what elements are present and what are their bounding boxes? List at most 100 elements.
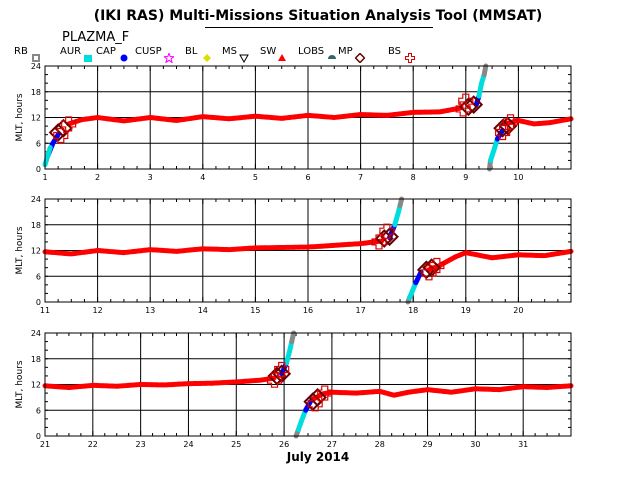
x-tick-label: 4	[200, 173, 205, 182]
x-tick-label: 25	[231, 440, 241, 449]
x-tick-label: 28	[375, 440, 385, 449]
x-tick-label: 18	[408, 306, 418, 315]
y-tick-label: 12	[31, 247, 41, 256]
legend-label-bs: BS	[388, 46, 402, 57]
series-aur-5	[476, 72, 487, 99]
legend-label-cap: CAP	[96, 46, 116, 57]
bs-boundary-marker	[502, 114, 519, 130]
legend-label-lobs: LOBS	[298, 46, 325, 57]
mp-boundary-marker	[498, 116, 518, 136]
x-tick-label: 7	[358, 173, 363, 182]
legend-label-sw: SW	[260, 46, 277, 57]
y-tick-label: 12	[31, 114, 41, 123]
x-tick-label: 12	[93, 306, 103, 315]
bs-boundary-marker	[274, 361, 290, 378]
series-rb-4	[397, 196, 405, 208]
legend-label-ms: MS	[222, 46, 237, 57]
y-tick-label: 18	[31, 221, 41, 230]
bs-boundary-marker	[421, 265, 437, 281]
y-tick-label: 0	[36, 298, 41, 307]
series-ms-1	[426, 248, 574, 273]
series-aur-3	[283, 339, 295, 366]
mp-boundary-marker	[308, 387, 327, 407]
chart-panel-3: 21 22 23 24 25 26 27 28 29 30 31 0 6 12 18 24 MLT, hours	[15, 329, 574, 449]
x-tick-label: 15	[250, 306, 260, 315]
bs-boundary-marker	[429, 257, 445, 274]
x-tick-label: 5	[253, 173, 258, 182]
x-tick-label: 30	[470, 440, 480, 449]
legend-ms-triangle-outline-icon	[238, 48, 249, 67]
y-tick-label: 0	[36, 165, 41, 174]
bs-boundary-marker	[266, 372, 283, 388]
x-tick-label: 20	[513, 306, 523, 315]
y-tick-label: 24	[31, 62, 41, 71]
y-tick-label: 18	[31, 355, 41, 364]
series-aur-3	[42, 145, 53, 168]
y-axis-label: MLT, hours	[15, 93, 25, 141]
bs-boundary-marker	[53, 127, 69, 144]
plot-frame	[44, 198, 572, 303]
bs-boundary-marker	[61, 116, 77, 132]
legend-bl-filled-diamond-icon	[202, 48, 212, 67]
y-tick-label: 18	[31, 88, 41, 97]
x-tick-label: 22	[88, 440, 98, 449]
bs-boundary-marker	[458, 93, 474, 109]
y-tick-label: 12	[31, 381, 41, 390]
y-tick-label: 0	[36, 432, 41, 441]
legend-label-cusp: CUSP	[135, 46, 162, 57]
legend-label-bl: BL	[185, 46, 198, 57]
month-label: July 2014	[286, 450, 350, 464]
x-tick-label: 17	[356, 306, 366, 315]
legend-mp-diamond-outline-icon	[354, 48, 366, 67]
x-tick-label: 13	[145, 306, 155, 315]
x-tick-label: 31	[518, 440, 528, 449]
page-title: (IKI RAS) Multi-Missions Situation Analy…	[93, 8, 543, 24]
plot-frame	[44, 65, 572, 170]
x-tick-label: 23	[136, 440, 146, 449]
spacecraft-name: PLAZMA_F	[62, 30, 130, 45]
x-tick-label: 14	[198, 306, 208, 315]
legend-bs-cross-outline-icon	[404, 48, 415, 67]
bs-boundary-marker	[317, 385, 333, 401]
x-tick-label: 9	[463, 173, 468, 182]
x-tick-label: 10	[513, 173, 523, 182]
legend-lobs-half-circle-icon	[327, 48, 337, 67]
y-tick-label: 6	[36, 406, 41, 415]
plot-frame	[44, 332, 572, 437]
mp-boundary-marker	[464, 95, 484, 115]
series-rb-4	[289, 330, 297, 345]
bs-boundary-marker	[379, 223, 395, 239]
x-tick-label: 21	[40, 440, 50, 449]
series-rb-6	[481, 63, 489, 78]
legend-rb-square-outline-icon	[31, 48, 41, 67]
series-aur-8	[488, 136, 500, 163]
legend-aur-filled-square-icon	[83, 48, 93, 67]
mp-boundary-marker	[53, 118, 73, 138]
x-tick-label: 29	[422, 440, 432, 449]
y-tick-label: 6	[36, 139, 41, 148]
y-tick-label: 24	[31, 195, 41, 204]
y-axis-label: MLT, hours	[15, 360, 25, 408]
legend-label-aur: AUR	[60, 46, 82, 57]
title-underline	[205, 27, 433, 28]
legend-label-mp: MP	[338, 46, 353, 57]
x-tick-label: 19	[461, 306, 471, 315]
x-tick-label: 27	[327, 440, 337, 449]
legend-label-rb: RB	[14, 46, 28, 57]
bs-boundary-marker	[495, 124, 511, 141]
x-tick-label: 16	[303, 306, 313, 315]
series-aur-6	[295, 407, 309, 433]
x-tick-label: 26	[279, 440, 289, 449]
series-cap-7	[413, 269, 424, 286]
series-ms-0	[66, 105, 464, 127]
series-ms-0	[42, 375, 278, 391]
y-tick-label: 6	[36, 272, 41, 281]
bs-boundary-marker	[371, 234, 387, 250]
series-aur-3	[392, 202, 403, 228]
legend-cusp-star-outline-icon	[162, 48, 176, 67]
legend-cap-filled-circle-icon	[119, 48, 129, 67]
series-ms-1	[502, 116, 574, 127]
x-tick-label: 3	[148, 173, 153, 182]
